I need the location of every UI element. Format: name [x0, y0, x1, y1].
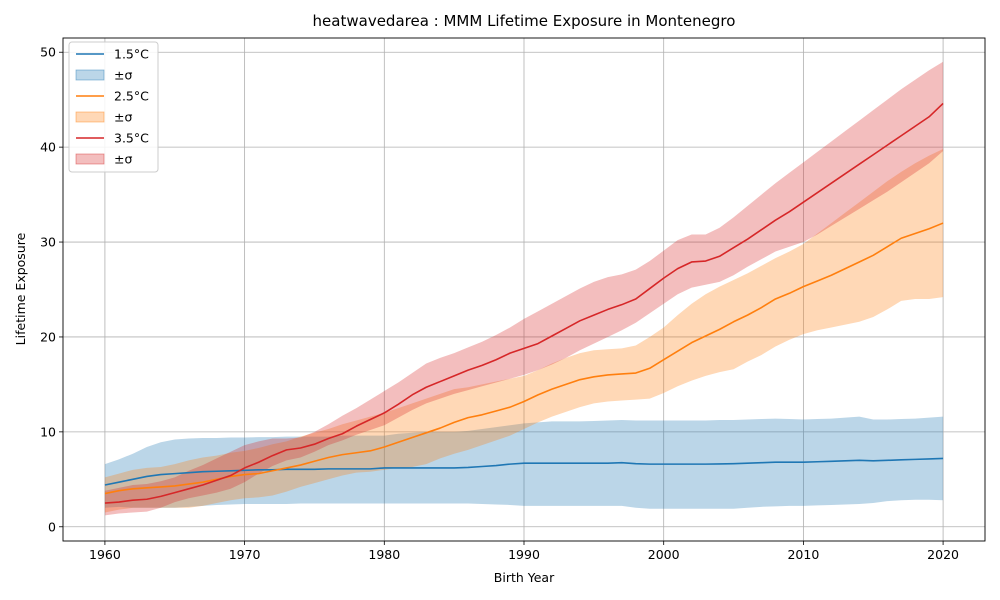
x-tick-label: 2020 — [927, 547, 959, 562]
y-tick-label: 50 — [40, 45, 56, 60]
legend-band-swatch — [75, 69, 105, 81]
lines — [104, 102, 944, 504]
y-tick-label: 20 — [40, 329, 56, 344]
y-tick-label: 10 — [40, 424, 56, 439]
x-tick-label: 2010 — [787, 547, 819, 562]
y-axis: 0 10 20 30 40 50 — [40, 45, 63, 534]
chart-title: heatwavedarea : MMM Lifetime Exposure in… — [313, 12, 736, 30]
legend-box — [68, 41, 159, 173]
legend-label: 2.5°C — [114, 89, 149, 104]
grid — [63, 38, 985, 541]
x-tick-label: 1970 — [229, 547, 261, 562]
legend-band-swatch — [75, 153, 105, 165]
legend: 1.5°C ±σ 2.5°C ±σ 3.5°C ±σ — [68, 41, 159, 173]
legend-band-label: ±σ — [114, 110, 132, 125]
line-3-5-c — [104, 102, 944, 504]
legend-label: 1.5°C — [114, 47, 149, 62]
line-2-5-c — [104, 222, 944, 495]
y-axis-label: Lifetime Exposure — [13, 232, 28, 345]
x-tick-label: 1990 — [508, 547, 540, 562]
band-2-5-c — [104, 149, 944, 513]
y-tick-label: 40 — [40, 140, 56, 155]
x-tick-label: 1960 — [89, 547, 121, 562]
x-axis-label: Birth Year — [494, 570, 555, 585]
legend-band-swatch — [75, 111, 105, 123]
legend-band-label: ±σ — [114, 68, 132, 83]
x-tick-label: 1980 — [368, 547, 400, 562]
y-tick-label: 30 — [40, 235, 56, 250]
legend-band-label: ±σ — [114, 152, 132, 167]
line-1-5-c — [104, 457, 944, 486]
legend-label: 3.5°C — [114, 131, 149, 146]
x-axis: 1960 1970 1980 1990 2000 2010 2020 — [89, 541, 959, 562]
x-tick-label: 2000 — [648, 547, 680, 562]
y-tick-label: 0 — [48, 519, 56, 534]
